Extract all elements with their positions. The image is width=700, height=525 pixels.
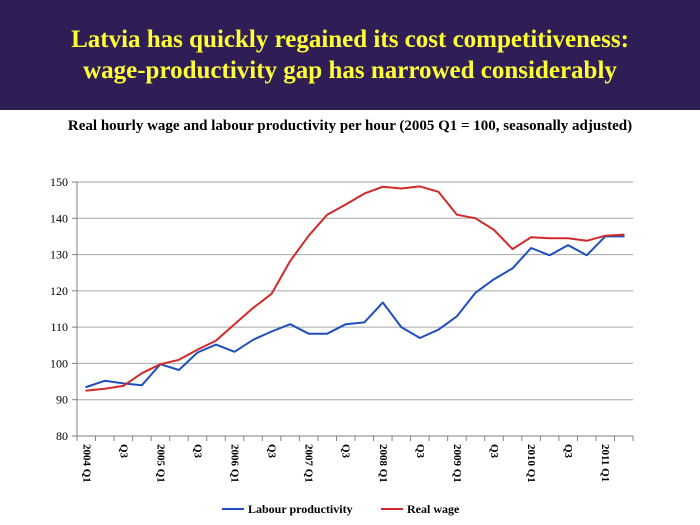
page-title-line-2: wage-productivity gap has narrowed consi…: [83, 57, 617, 84]
x-tick-label: Q3: [340, 444, 352, 459]
x-tick-label: Q3: [117, 444, 129, 459]
x-tick-label: 2004 Q1: [80, 444, 92, 483]
y-tick-label: 90: [56, 393, 68, 407]
productivity-line: [85, 235, 625, 388]
x-tick-label: 2005 Q1: [154, 444, 166, 483]
x-tick-label: Q3: [562, 444, 574, 459]
x-tick-label: 2007 Q1: [303, 444, 315, 483]
x-tick-label: Q3: [266, 444, 278, 459]
x-tick-label: 2010 Q1: [525, 444, 537, 483]
chart-title: Real hourly wage and labour productivity…: [67, 118, 633, 134]
y-tick-label: 120: [50, 284, 68, 298]
y-tick-label: 130: [50, 248, 68, 262]
legend-productivity-label: Labour productivity: [248, 502, 353, 516]
page-title-line-1: Latvia has quickly regained its cost com…: [71, 26, 629, 53]
title-band: Latvia has quickly regained its cost com…: [0, 0, 700, 110]
y-tick-label: 110: [50, 320, 68, 334]
x-tick-label: Q3: [414, 444, 426, 459]
y-tick-label: 150: [50, 175, 68, 189]
legend-wage-label: Real wage: [407, 502, 460, 516]
wage-line: [85, 185, 625, 392]
y-tick-label: 80: [56, 429, 68, 443]
y-tick-label: 100: [50, 356, 68, 370]
y-tick-label: 140: [50, 211, 68, 225]
x-tick-label: 2006 Q1: [229, 444, 241, 483]
x-tick-label: Q3: [488, 444, 500, 459]
x-tick-label: 2011 Q1: [599, 444, 611, 482]
x-tick-label: Q3: [191, 444, 203, 459]
x-tick-label: 2009 Q1: [451, 444, 463, 483]
x-tick-label: 2008 Q1: [377, 444, 389, 483]
